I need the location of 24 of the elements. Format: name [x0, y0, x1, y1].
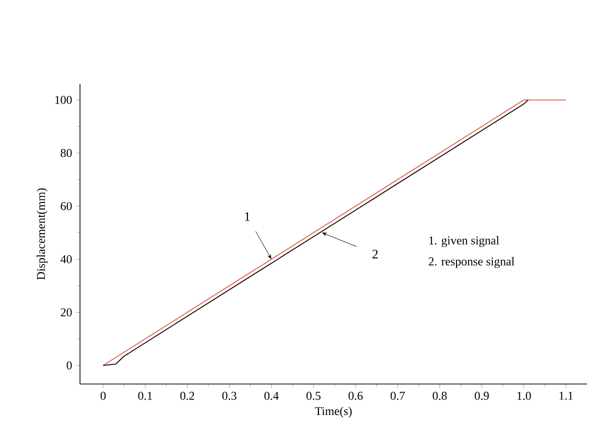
annotation: 2. response signal [428, 257, 514, 268]
y-tick-label: 100 [55, 96, 72, 104]
x-tick-label: 0.2 [180, 392, 194, 400]
x-axis-title: Time(s) [315, 406, 352, 418]
x-tick-label: 1.0 [517, 392, 531, 400]
annotation: 2 [372, 250, 378, 258]
x-tick-label: 0.9 [474, 392, 489, 400]
x-tick-label: 0.7 [390, 392, 405, 400]
x-tick-label: 0.1 [138, 392, 152, 400]
x-tick-label: 1.1 [560, 392, 573, 400]
x-tick-label: 0.3 [222, 392, 236, 400]
x-tick-label: 0.4 [264, 392, 279, 400]
y-tick-label: 0 [66, 361, 72, 370]
y-tick-label: 60 [60, 202, 72, 210]
y-tick-label: 20 [60, 308, 72, 316]
x-tick-label: 0.6 [348, 392, 363, 400]
x-tick-label: 0 [100, 392, 106, 400]
x-tick-label: 0.5 [306, 392, 321, 400]
y-tick-label: 40 [60, 255, 72, 264]
y-tick-label: 80 [60, 148, 72, 158]
y-axis-title: Displacement(mm) [36, 188, 48, 280]
annotation: 1 [245, 212, 250, 221]
x-tick-label: 0.8 [432, 392, 447, 400]
annotation: 1. given signal [429, 236, 500, 247]
